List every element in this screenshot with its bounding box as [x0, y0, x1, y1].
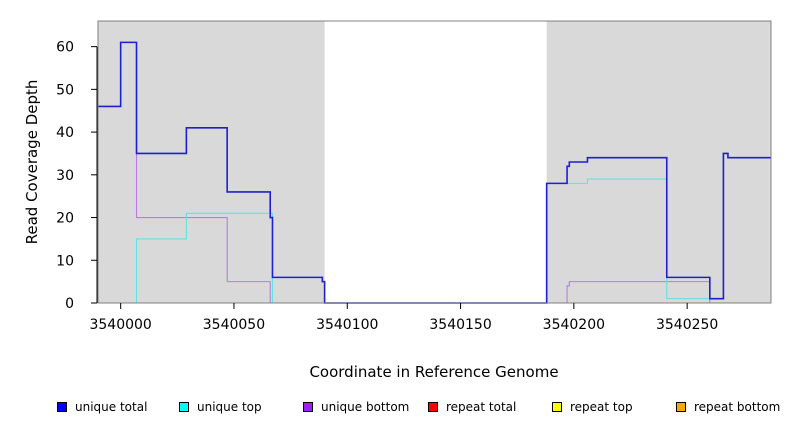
y-tick-label: 60	[56, 40, 74, 56]
legend-label: repeat bottom	[694, 400, 781, 414]
legend-item-unique-bottom: unique bottom	[303, 400, 409, 414]
x-tick-label: 3540150	[429, 317, 491, 333]
x-tick-label: 3540000	[89, 317, 151, 333]
legend-label: repeat top	[570, 400, 633, 414]
y-tick-label: 0	[65, 296, 74, 312]
x-axis-title: Coordinate in Reference Genome	[309, 363, 558, 381]
legend-item-unique-total: unique total	[57, 400, 147, 414]
legend-item-repeat-bottom: repeat bottom	[676, 400, 780, 414]
y-tick-label: 50	[56, 82, 74, 98]
x-axis: 3540000 3540050 3540100 3540150 3540200 35402…	[89, 303, 718, 333]
x-tick-label: 3540050	[203, 317, 265, 333]
legend-label: unique bottom	[321, 400, 410, 414]
legend-label: repeat total	[446, 400, 517, 414]
legend-swatch	[552, 402, 562, 412]
legend-swatch	[303, 402, 313, 412]
shaded-regions	[98, 21, 771, 303]
y-tick-label: 20	[56, 211, 74, 227]
coverage-chart: 3540000 3540050 3540100 3540150 3540200 35402…	[23, 20, 772, 381]
legend-item-unique-top: unique top	[179, 400, 262, 414]
y-tick-label: 10	[56, 253, 74, 269]
legend-label: unique total	[75, 400, 148, 414]
x-tick-label: 3540250	[656, 317, 718, 333]
y-axis: 0 10 20 30 40 50 60	[56, 40, 98, 312]
legend-swatch	[428, 402, 438, 412]
x-tick-label: 3540100	[316, 317, 378, 333]
y-tick-label: 40	[56, 125, 74, 141]
legend-label: unique top	[197, 400, 262, 414]
x-tick-label: 3540200	[543, 317, 605, 333]
y-tick-label: 30	[56, 168, 74, 184]
legend-swatch	[179, 402, 189, 412]
legend-item-repeat-top: repeat top	[552, 400, 633, 414]
shaded-region-0	[98, 21, 325, 303]
legend-swatch	[676, 402, 686, 412]
legend-swatch	[57, 402, 67, 412]
legend: unique total unique top unique bottom re…	[0, 400, 792, 420]
plot-frame	[97, 20, 772, 304]
legend-item-repeat-total: repeat total	[428, 400, 516, 414]
y-axis-title: Read Coverage Depth	[23, 80, 41, 245]
